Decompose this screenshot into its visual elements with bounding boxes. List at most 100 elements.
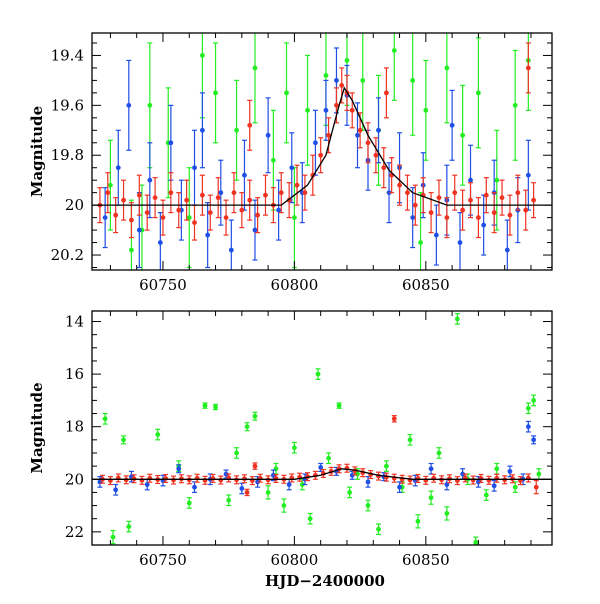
- data-point: [168, 190, 174, 196]
- data-point: [486, 477, 492, 483]
- data-point: [334, 102, 339, 108]
- data-point: [318, 465, 324, 470]
- data-point: [531, 397, 536, 403]
- x-tick-label: 60800: [271, 551, 319, 569]
- data-point: [507, 468, 513, 474]
- data-point: [412, 202, 418, 208]
- data-point: [318, 152, 324, 158]
- data-point: [113, 212, 119, 218]
- x-tick-label: 60800: [271, 276, 319, 294]
- data-point: [252, 463, 258, 469]
- data-point: [355, 132, 360, 138]
- data-point: [468, 197, 473, 203]
- data-point: [252, 413, 258, 419]
- data-point: [281, 503, 287, 508]
- plot-area: [92, 313, 552, 545]
- data-point: [200, 53, 205, 58]
- data-point: [223, 215, 229, 221]
- data-point: [349, 472, 355, 478]
- data-point: [473, 539, 479, 545]
- data-point: [313, 140, 318, 146]
- y-tick-label: 14: [65, 313, 84, 331]
- data-point: [205, 232, 211, 238]
- data-point: [423, 107, 429, 113]
- data-point: [476, 215, 481, 221]
- data-point: [263, 192, 268, 198]
- data-point: [184, 197, 190, 203]
- data-point: [460, 471, 466, 477]
- data-point: [525, 405, 531, 411]
- data-point: [228, 247, 234, 253]
- data-point: [294, 182, 300, 188]
- data-point: [136, 227, 142, 233]
- data-point: [531, 437, 536, 443]
- y-tick-label: 16: [65, 365, 84, 383]
- data-point: [436, 450, 442, 456]
- x-tick-label: 60750: [139, 276, 187, 294]
- x-tick-label: 60750: [139, 551, 187, 569]
- data-point: [147, 177, 153, 183]
- data-point: [457, 240, 463, 245]
- data-point: [113, 487, 119, 493]
- data-point: [255, 479, 260, 485]
- data-point: [234, 127, 239, 133]
- data-point: [499, 195, 505, 201]
- data-point: [242, 172, 247, 178]
- data-point: [444, 511, 450, 516]
- data-point: [192, 165, 197, 171]
- data-point: [444, 65, 450, 71]
- model-curve: [92, 468, 552, 480]
- data-point: [255, 212, 260, 218]
- data-point: [244, 490, 250, 495]
- data-point: [292, 445, 297, 451]
- data-point: [215, 195, 221, 201]
- data-point: [410, 78, 416, 83]
- data-point: [284, 90, 289, 96]
- data-point: [144, 210, 150, 216]
- data-point: [504, 247, 510, 253]
- data-point: [163, 476, 169, 481]
- data-point: [102, 416, 108, 422]
- data-point: [247, 197, 253, 203]
- data-point: [168, 140, 174, 146]
- data-point: [481, 222, 487, 228]
- data-point: [176, 466, 182, 472]
- data-point: [444, 482, 450, 487]
- data-point: [397, 484, 402, 490]
- data-point: [192, 220, 197, 226]
- data-point: [384, 463, 389, 469]
- data-point: [376, 526, 381, 532]
- plot-frame: [91, 310, 553, 546]
- data-point: [384, 90, 389, 96]
- data-point: [139, 477, 145, 483]
- data-point: [334, 78, 339, 83]
- data-point: [536, 471, 542, 477]
- data-point: [108, 182, 113, 188]
- data-point: [192, 484, 197, 490]
- data-point: [381, 165, 387, 171]
- data-point: [476, 479, 481, 485]
- top-panel: 60750 60800 60850 19.4 19.6 19.8 20 20.2 Magnitu…: [28, 32, 553, 294]
- data-point: [276, 207, 282, 213]
- data-point: [144, 482, 150, 487]
- data-point: [523, 207, 529, 213]
- data-point: [273, 476, 279, 481]
- data-point: [210, 476, 216, 481]
- data-point: [360, 78, 366, 83]
- data-point: [415, 518, 421, 524]
- data-point: [405, 190, 410, 196]
- data-point: [186, 215, 192, 221]
- data-point: [202, 403, 208, 409]
- data-point: [512, 102, 518, 108]
- data-point: [423, 477, 429, 483]
- data-point: [239, 486, 245, 491]
- data-point: [126, 102, 132, 108]
- data-point: [468, 177, 473, 183]
- data-point: [326, 455, 331, 461]
- data-point: [265, 490, 271, 495]
- data-point: [265, 132, 271, 138]
- data-point: [460, 132, 466, 138]
- data-point: [365, 140, 371, 146]
